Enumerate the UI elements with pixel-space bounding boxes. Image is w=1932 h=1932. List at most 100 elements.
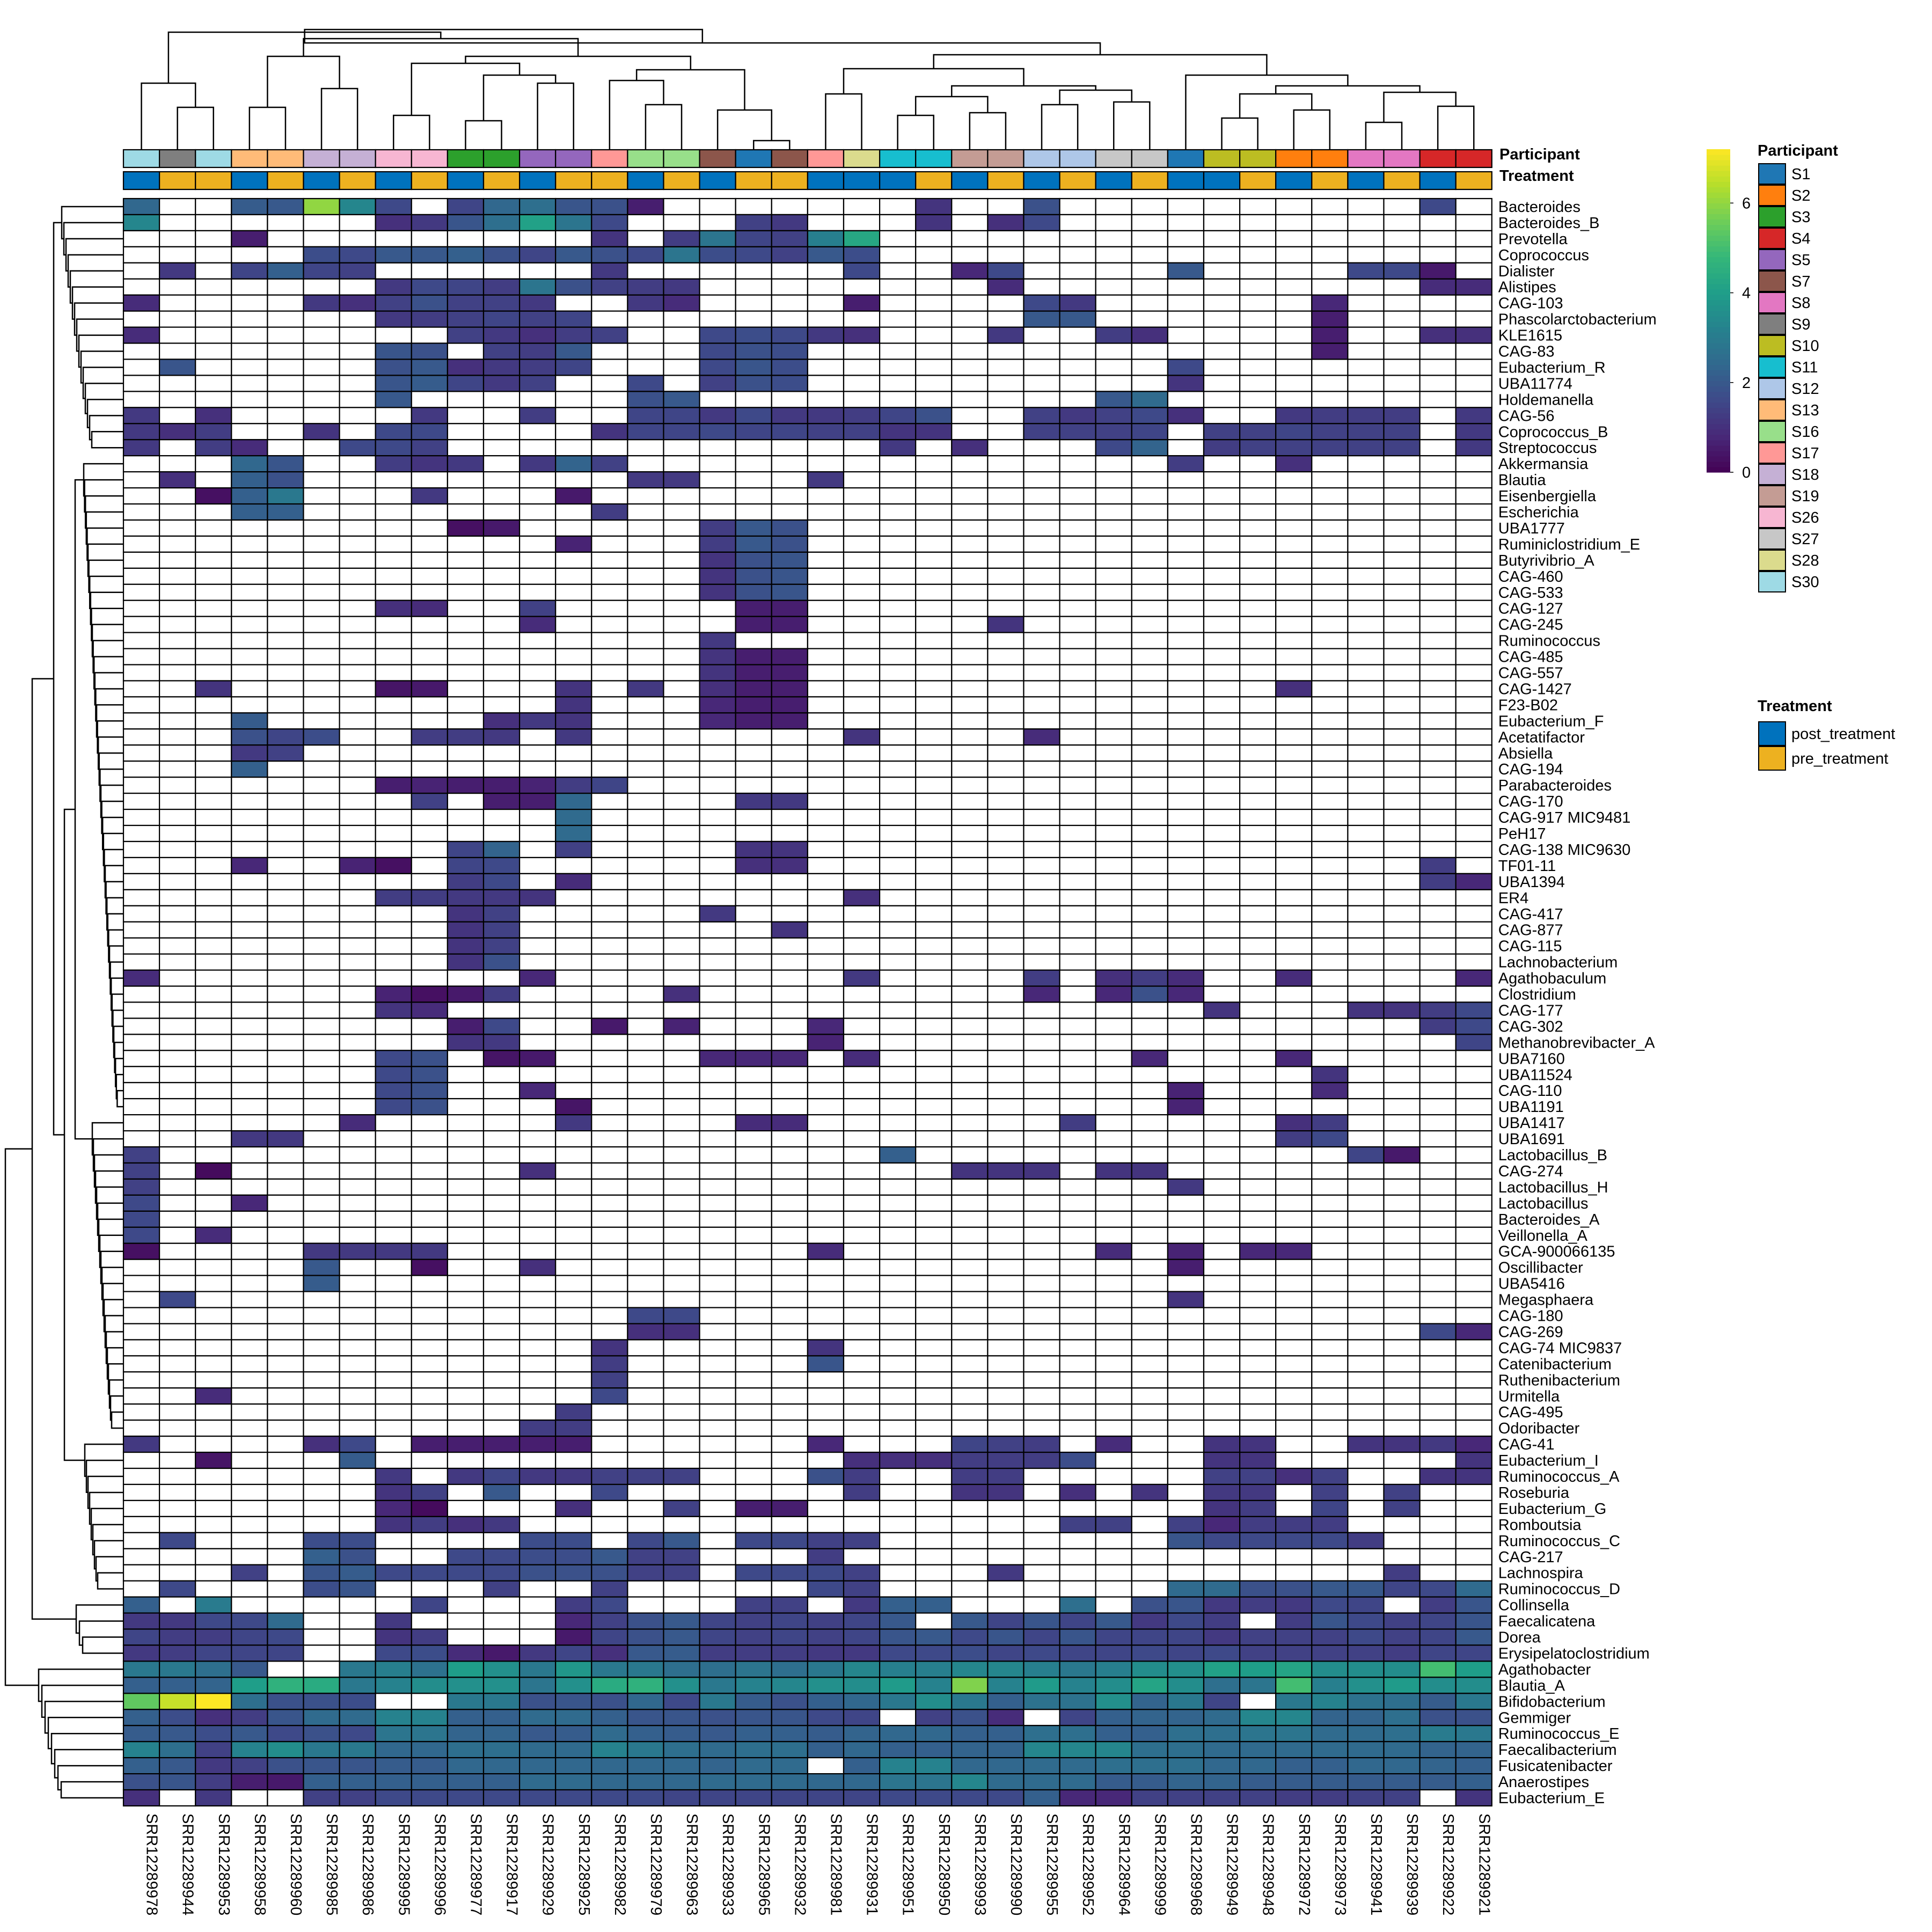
heatmap-cell	[591, 246, 628, 264]
heatmap-cell	[267, 969, 304, 987]
heatmap-cell	[1239, 487, 1277, 505]
heatmap-cell	[518, 1516, 557, 1533]
heatmap-cell	[375, 648, 412, 665]
heatmap-cell	[1383, 680, 1421, 698]
heatmap-cell	[591, 583, 628, 601]
heatmap-cell	[1419, 1532, 1457, 1549]
heatmap-cell	[1347, 857, 1385, 874]
heatmap-cell	[1419, 1323, 1457, 1341]
heatmap-cell	[843, 840, 881, 859]
heatmap-cell	[195, 953, 232, 971]
heatmap-cell	[807, 535, 845, 553]
heatmap-cell	[771, 1226, 809, 1244]
heatmap-cell	[843, 1419, 881, 1437]
heatmap-cell	[1275, 439, 1313, 457]
heatmap-cell	[231, 953, 268, 971]
heatmap-cell	[663, 1130, 700, 1148]
heatmap-cell	[915, 840, 953, 859]
heatmap-cell	[267, 310, 304, 328]
heatmap-cell	[951, 777, 989, 794]
heatmap-cell	[807, 793, 845, 810]
heatmap-cell	[447, 1387, 485, 1405]
heatmap-cell	[518, 969, 557, 987]
heatmap-cell	[1383, 632, 1421, 649]
heatmap-cell	[159, 1596, 196, 1614]
heatmap-cell	[771, 1178, 809, 1196]
colorbar-segment	[1707, 278, 1730, 284]
heatmap-cell	[987, 857, 1024, 874]
heatmap-cell	[879, 1082, 917, 1100]
heatmap-cell	[1275, 455, 1313, 473]
heatmap-cell	[1059, 793, 1096, 810]
heatmap-cell	[1311, 1436, 1349, 1453]
heatmap-cell	[987, 599, 1024, 617]
heatmap-cell	[879, 1323, 917, 1341]
heatmap-cell	[411, 1452, 448, 1469]
heatmap-cell	[375, 1226, 412, 1244]
row-label: CAG-485	[1498, 649, 1563, 666]
heatmap-cell	[1419, 1146, 1457, 1164]
heatmap-cell	[447, 1644, 485, 1662]
heatmap-cell	[771, 824, 809, 843]
heatmap-cell	[303, 1178, 340, 1196]
heatmap-cell	[1059, 1564, 1096, 1582]
heatmap-cell	[699, 824, 736, 843]
heatmap-cell	[159, 1789, 196, 1807]
heatmap-cell	[1419, 1034, 1457, 1051]
heatmap-cell	[1383, 648, 1421, 665]
heatmap-cell	[231, 471, 268, 489]
heatmap-cell	[195, 455, 232, 473]
heatmap-cell	[231, 1644, 268, 1662]
heatmap-cell	[1455, 744, 1492, 762]
row-label: Butyrivibrio_A	[1498, 552, 1595, 569]
heatmap-cell	[303, 616, 340, 633]
heatmap-cell	[159, 937, 196, 955]
heatmap-cell	[1455, 423, 1492, 441]
heatmap-cell	[231, 551, 268, 569]
heatmap-cell	[231, 294, 268, 312]
heatmap-cell	[1131, 375, 1169, 392]
row-label: Ruminiclostridium_E	[1498, 536, 1640, 553]
heatmap-cell	[1095, 696, 1132, 714]
heatmap-cell	[159, 905, 196, 923]
heatmap-cell	[518, 889, 557, 906]
heatmap-cell	[951, 1162, 989, 1180]
heatmap-cell	[303, 728, 340, 746]
heatmap-cell	[1203, 1467, 1241, 1485]
heatmap-cell	[447, 808, 485, 826]
heatmap-cell	[1023, 1532, 1060, 1549]
heatmap-cell	[1455, 664, 1492, 682]
heatmap-cell	[518, 824, 557, 843]
heatmap-cell	[518, 1693, 557, 1710]
heatmap-cell	[807, 1194, 845, 1212]
heatmap-cell	[1383, 294, 1421, 312]
heatmap-cell	[303, 1725, 340, 1743]
heatmap-cell	[1419, 728, 1457, 746]
heatmap-cell	[122, 1644, 160, 1662]
heatmap-cell	[159, 551, 196, 569]
heatmap-cell	[159, 535, 196, 553]
colorbar-segment	[1707, 187, 1730, 193]
heatmap-cell	[735, 648, 772, 665]
heatmap-cell	[879, 1580, 917, 1598]
heatmap-cell	[1311, 310, 1349, 328]
legend-treatment-swatch	[1758, 721, 1786, 746]
heatmap-cell	[771, 1098, 809, 1116]
heatmap-cell	[1455, 1644, 1492, 1662]
treatment-annotation-cell	[987, 171, 1024, 191]
heatmap-cell	[195, 937, 232, 955]
heatmap-cell	[1347, 1194, 1385, 1212]
heatmap-cell	[915, 1034, 953, 1051]
heatmap-cell	[1095, 1467, 1132, 1485]
heatmap-cell	[1419, 310, 1457, 328]
heatmap-cell	[1059, 1371, 1096, 1389]
heatmap-cell	[339, 1130, 376, 1148]
heatmap-cell	[1023, 391, 1060, 408]
heatmap-cell	[303, 1644, 340, 1662]
heatmap-cell	[339, 808, 376, 826]
heatmap-cell	[1455, 1677, 1492, 1694]
heatmap-cell	[627, 1242, 664, 1260]
heatmap-cell	[843, 777, 881, 794]
heatmap-cell	[518, 1436, 557, 1453]
heatmap-cell	[951, 1403, 989, 1421]
